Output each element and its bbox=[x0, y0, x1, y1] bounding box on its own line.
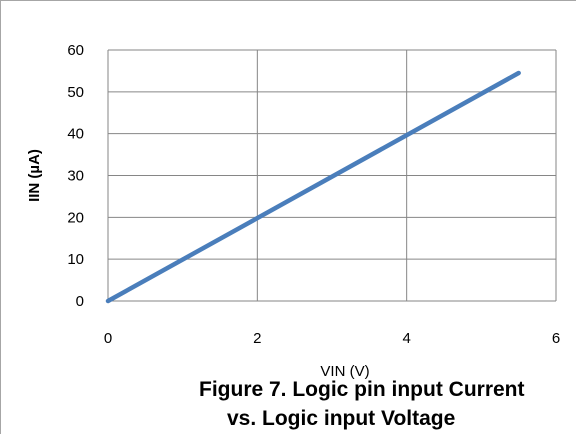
x-tick-label: 0 bbox=[104, 330, 112, 347]
y-tick-labels: 0 10 20 30 40 50 60 bbox=[67, 42, 84, 310]
y-axis-label: IIN (µA) bbox=[26, 149, 43, 202]
figure-caption-line2: vs. Logic input Voltage bbox=[227, 407, 456, 430]
y-tick-label: 60 bbox=[67, 42, 84, 59]
x-tick-label: 4 bbox=[402, 330, 410, 347]
series-line bbox=[105, 70, 521, 304]
y-tick-label: 30 bbox=[67, 168, 84, 185]
x-tick-label: 6 bbox=[552, 330, 560, 347]
series-layer bbox=[105, 70, 521, 304]
y-tick-label: 40 bbox=[67, 126, 84, 143]
y-tick-label: 20 bbox=[67, 209, 84, 226]
y-tick-label: 50 bbox=[67, 84, 84, 101]
x-tick-label: 2 bbox=[253, 330, 261, 347]
y-tick-label: 0 bbox=[76, 293, 84, 310]
x-tick-labels: 0 2 4 6 bbox=[104, 330, 560, 347]
y-tick-label: 10 bbox=[67, 251, 84, 268]
figure-caption-line1: Figure 7. Logic pin input Current bbox=[199, 378, 525, 401]
x-axis-label: VIN (V) bbox=[320, 363, 369, 380]
